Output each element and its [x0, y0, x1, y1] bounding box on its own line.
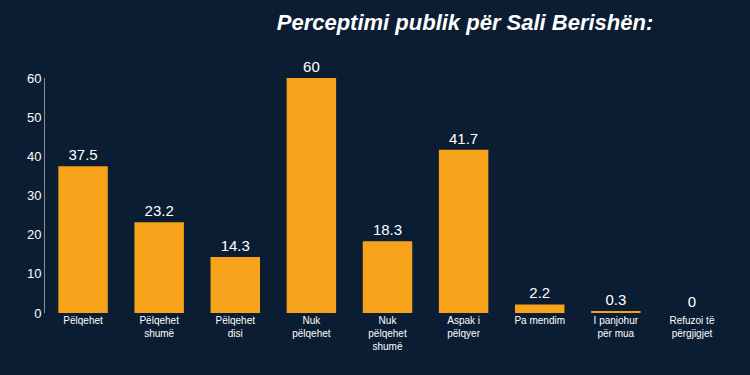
- svg-text:41.7: 41.7: [449, 130, 478, 147]
- svg-text:60: 60: [27, 71, 41, 86]
- svg-text:Pëlqehet: Pëlqehet: [63, 315, 103, 326]
- svg-text:2.2: 2.2: [529, 284, 550, 301]
- svg-text:14.3: 14.3: [221, 237, 250, 254]
- svg-text:50: 50: [27, 110, 41, 125]
- svg-text:10: 10: [27, 266, 41, 281]
- svg-text:Refuzoi tëpërgjigjet: Refuzoi tëpërgjigjet: [669, 315, 714, 339]
- svg-text:Pa mendim: Pa mendim: [514, 315, 565, 326]
- svg-text:0: 0: [34, 306, 41, 321]
- svg-text:Pëlqehetshumë: Pëlqehetshumë: [139, 315, 179, 339]
- svg-text:Nukpëlqehet: Nukpëlqehet: [292, 315, 331, 339]
- svg-text:Nukpëlqehetshumë: Nukpëlqehetshumë: [368, 315, 407, 352]
- svg-text:Perceptimi publik për Sali Ber: Perceptimi publik për Sali Berishën:: [277, 10, 654, 35]
- svg-text:60: 60: [303, 58, 320, 75]
- svg-text:Pëlqehetdisi: Pëlqehetdisi: [216, 315, 256, 339]
- svg-text:Aspak ipëlqyer: Aspak ipëlqyer: [447, 315, 480, 339]
- svg-text:0.3: 0.3: [605, 291, 626, 308]
- svg-text:I panjohurpër mua: I panjohurpër mua: [594, 315, 639, 339]
- svg-text:40: 40: [27, 149, 41, 164]
- svg-text:0: 0: [688, 293, 696, 310]
- svg-text:23.2: 23.2: [145, 202, 174, 219]
- svg-text:18.3: 18.3: [373, 221, 402, 238]
- svg-text:30: 30: [27, 188, 41, 203]
- svg-text:20: 20: [27, 227, 41, 242]
- svg-text:37.5: 37.5: [68, 146, 97, 163]
